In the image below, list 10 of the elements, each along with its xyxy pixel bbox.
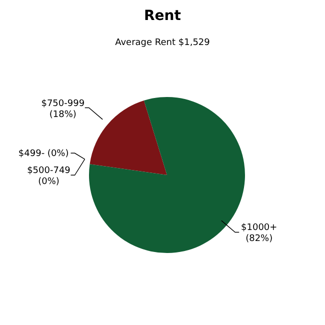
text: (0%)	[38, 177, 60, 188]
slice-label: $750-999	[41, 98, 85, 109]
data-label: (82%)	[246, 234, 273, 244]
slice-label: $1000+	[241, 223, 278, 234]
data-label: (18%)	[49, 110, 76, 120]
pie-slice	[90, 100, 167, 175]
legend-label: $500-749	[27, 166, 71, 176]
chart-title: Rent	[143, 8, 182, 24]
chart-subtitle: Average Rent $1,529	[114, 38, 211, 48]
legend-label: $499- (0%)	[18, 149, 69, 160]
